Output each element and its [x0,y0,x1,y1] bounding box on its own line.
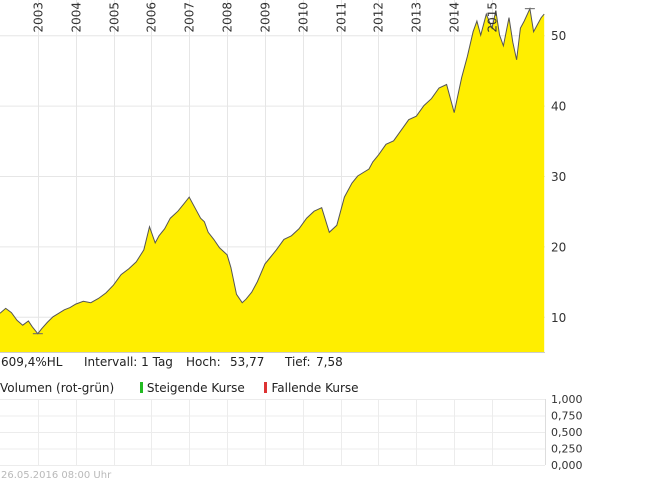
x-tick-label: 2004 [70,2,84,33]
interval-label: Intervall: 1 Tag [84,355,173,369]
falling-swatch-icon [264,382,268,393]
x-axis-ticks: 2003 2004 2005 2006 2007 2008 2009 2010 2011 2012… [32,2,500,33]
x-tick-label: 2009 [259,2,273,33]
y-tick-label: 50 [551,29,566,43]
low-label: Tief: [285,355,311,369]
price-area [0,6,545,352]
volume-title: Volumen (rot-grün) [0,381,115,395]
x-tick-label: 2015 [486,2,500,33]
x-tick-label: 2003 [32,2,46,33]
rising-label: Steigende Kurse [146,381,245,395]
y-tick-label: 40 [551,100,566,114]
volume-tick-label: 0,000 [551,459,583,472]
timestamp-footer: 26.05.2016 08:00 Uhr [1,470,112,481]
volume-tick-label: 0,500 [551,426,583,439]
high-label: Hoch: [186,355,221,369]
low-value: 7,58 [316,355,343,369]
y-tick-label: 20 [551,240,566,254]
rising-swatch-icon [139,382,143,393]
x-tick-label: 2013 [410,2,424,33]
x-tick-label: 2014 [448,2,462,33]
volume-tick-label: 1,000 [551,393,583,406]
falling-label: Fallende Kurse [271,381,359,395]
performance-value: 609,4%HL [1,355,63,369]
x-tick-label: 2007 [183,2,197,33]
volume-panel: 1,000 0,750 0,500 0,250 0,000 [0,393,583,472]
y-axis-ticks: 10 20 30 40 50 [551,29,566,325]
x-tick-label: 2005 [108,2,122,33]
volume-tick-label: 0,250 [551,443,583,456]
y-tick-label: 30 [551,170,566,184]
y-tick-label: 10 [551,311,566,325]
volume-legend: Volumen (rot-grün) Steigende Kurse Falle… [0,381,359,395]
x-tick-label: 2011 [335,2,349,33]
x-tick-label: 2006 [145,2,159,33]
x-tick-label: 2008 [221,2,235,33]
high-value: 53,77 [230,355,265,369]
x-tick-label: 2010 [297,2,311,33]
price-line [0,6,545,335]
price-area-fill [0,8,545,352]
x-tick-label: 2012 [372,2,386,33]
volume-tick-label: 0,750 [551,410,583,423]
